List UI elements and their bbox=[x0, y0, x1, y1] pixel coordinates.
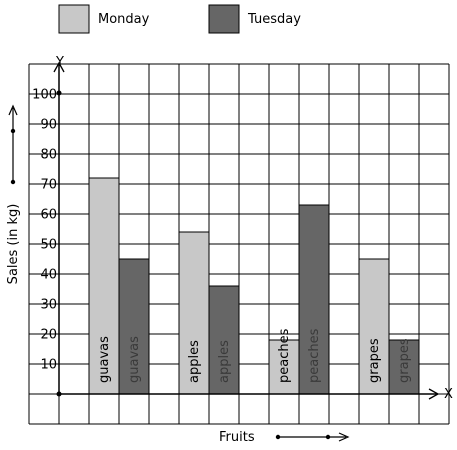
x-axis-letter: X bbox=[444, 387, 453, 402]
bar-label: peaches bbox=[277, 328, 292, 383]
y-tick-label: 60 bbox=[40, 208, 57, 223]
x-axis-arrowhead bbox=[428, 388, 440, 400]
y-axis-title-arrow bbox=[8, 104, 18, 185]
y-axis-title: Sales (in kg) bbox=[6, 204, 21, 285]
bar-label: apples bbox=[187, 340, 202, 383]
y-tick-label: 70 bbox=[40, 178, 57, 193]
y-axis-arrowhead bbox=[53, 61, 65, 73]
legend-swatch-monday bbox=[58, 4, 90, 34]
y-tick-label: 20 bbox=[40, 328, 57, 343]
y-tick-label: 80 bbox=[40, 148, 57, 163]
bar-label: peaches bbox=[307, 328, 322, 383]
legend-swatch-tuesday bbox=[208, 4, 240, 34]
y-tick-label: 10 bbox=[40, 358, 57, 373]
bar-label: grapes bbox=[397, 338, 412, 383]
y-tick-labels: 10 20 30 40 50 60 70 80 90 100 bbox=[31, 88, 57, 373]
x-axis-title: Fruits bbox=[219, 430, 255, 445]
y-tick-label: 90 bbox=[40, 118, 57, 133]
bar-peaches-monday bbox=[268, 339, 300, 395]
y-tick-label: 40 bbox=[40, 268, 57, 283]
bar-peaches-tuesday bbox=[298, 204, 330, 395]
bar-label: guavas bbox=[97, 336, 112, 383]
y-tick-label: 50 bbox=[40, 238, 57, 253]
bar-label: apples bbox=[217, 340, 232, 383]
bar-grapes-monday bbox=[358, 258, 390, 395]
axes: X Y bbox=[53, 55, 453, 402]
bar-guavas-monday bbox=[88, 177, 120, 395]
legend: Monday Tuesday bbox=[58, 4, 301, 34]
y-axis-top-dot bbox=[56, 90, 62, 96]
bars: guavas guavas apples apples peaches peaches gr… bbox=[88, 177, 420, 395]
bar-grapes-tuesday bbox=[388, 339, 420, 395]
bar-label: grapes bbox=[367, 338, 382, 383]
y-tick-label: 30 bbox=[40, 298, 57, 313]
y-axis-letter: Y bbox=[55, 55, 64, 70]
x-axis-title-arrow bbox=[275, 432, 350, 442]
bar-label: guavas bbox=[127, 336, 142, 383]
y-tick-label: 100 bbox=[32, 88, 57, 103]
legend-label-tuesday: Tuesday bbox=[247, 12, 301, 27]
legend-label-monday: Monday bbox=[98, 12, 150, 27]
